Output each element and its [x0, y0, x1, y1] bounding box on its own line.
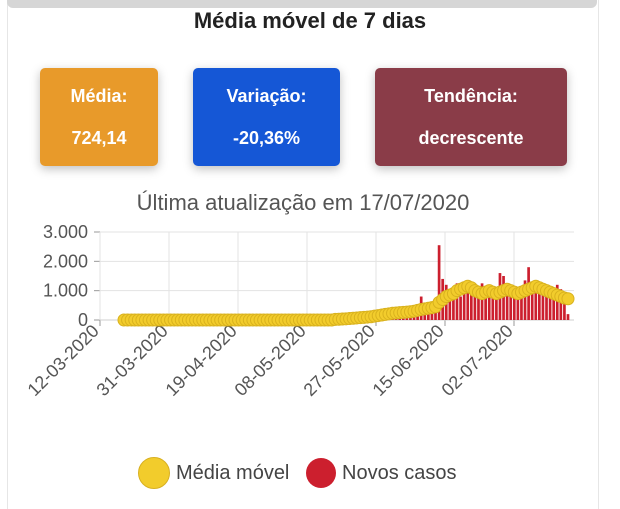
x-tick-label: 31-03-2020	[93, 321, 172, 400]
kpi-mean: Média: 724,14	[40, 68, 158, 166]
new-cases-bar	[437, 245, 441, 320]
new-cases-bar	[473, 290, 477, 320]
kpi-mean-label: Média:	[70, 86, 128, 106]
card-frame	[7, 0, 599, 509]
new-cases-bar	[566, 314, 570, 320]
legend-item-moving-average[interactable]: Média móvel	[138, 457, 290, 489]
kpi-trend-label: Tendência:	[424, 86, 518, 106]
new-cases-bar	[548, 296, 552, 320]
new-cases-bar	[516, 292, 520, 320]
x-tick-label: 08-05-2020	[231, 321, 310, 400]
x-tick-label: 12-03-2020	[24, 321, 103, 400]
new-cases-bar	[487, 293, 491, 320]
kpi-variation-label: Variação:	[226, 86, 307, 106]
new-cases-bar	[466, 292, 470, 320]
new-cases-bar	[552, 293, 556, 320]
new-cases-bar	[534, 283, 538, 320]
x-tick-label: 15-06-2020	[369, 321, 448, 400]
new-cases-bar	[509, 287, 513, 320]
x-tick-label: 02-07-2020	[438, 321, 517, 400]
new-cases-bar	[559, 289, 563, 320]
new-cases-bar	[502, 276, 505, 320]
new-cases-bar	[538, 292, 541, 320]
legend-moving-average-label: Média móvel	[176, 461, 290, 484]
new-cases-bar	[512, 290, 516, 320]
kpi-trend-value: decrescente	[418, 128, 524, 148]
new-cases-bar	[477, 295, 480, 320]
moving-average-point	[561, 292, 575, 306]
moving-average-chart: 3.000 2.000 1.000 012-03-202031-03-202019-0…	[24, 222, 575, 400]
kpi-variation: Variação: -20,36%	[193, 68, 340, 166]
new-cases-bar	[462, 287, 466, 320]
new-cases-swatch	[306, 458, 336, 488]
new-cases-bar	[448, 293, 452, 320]
moving-average-swatch	[138, 457, 170, 489]
new-cases-bar	[563, 292, 566, 320]
y-tick-label: 3.000	[43, 222, 88, 242]
y-tick-label: 0	[78, 310, 88, 330]
x-tick-label: 27-05-2020	[300, 321, 379, 400]
new-cases-bar	[459, 296, 462, 320]
page-title: Média móvel de 7 dias	[193, 8, 427, 33]
y-tick-label: 1.000	[43, 281, 88, 301]
kpi-variation-value: -20,36%	[232, 128, 301, 148]
new-cases-bar	[469, 293, 473, 320]
new-cases-bar	[495, 289, 498, 320]
new-cases-bar	[505, 293, 509, 320]
x-tick-label: 19-04-2020	[162, 321, 241, 400]
new-cases-bar	[541, 284, 545, 320]
last-update-text: Última atualização em 17/07/2020	[136, 190, 470, 215]
kpi-mean-value: 724,14	[71, 128, 127, 148]
legend-item-new-cases[interactable]: Novos casos	[306, 458, 457, 488]
top-bar	[7, 0, 597, 8]
new-cases-bar	[555, 284, 559, 320]
new-cases-bar	[480, 283, 484, 320]
new-cases-bar	[530, 287, 534, 320]
new-cases-bar	[523, 280, 527, 320]
new-cases-bar	[491, 286, 495, 320]
new-cases-bar	[545, 287, 548, 320]
new-cases-bar	[452, 299, 455, 320]
kpi-trend: Tendência: decrescente	[375, 68, 567, 166]
new-cases-bar	[484, 290, 487, 320]
legend-new-cases-label: Novos casos	[342, 461, 457, 484]
new-cases-bar	[455, 283, 459, 320]
y-tick-label: 2.000	[43, 251, 88, 271]
new-cases-bar	[434, 309, 437, 320]
new-cases-bar	[520, 295, 523, 320]
